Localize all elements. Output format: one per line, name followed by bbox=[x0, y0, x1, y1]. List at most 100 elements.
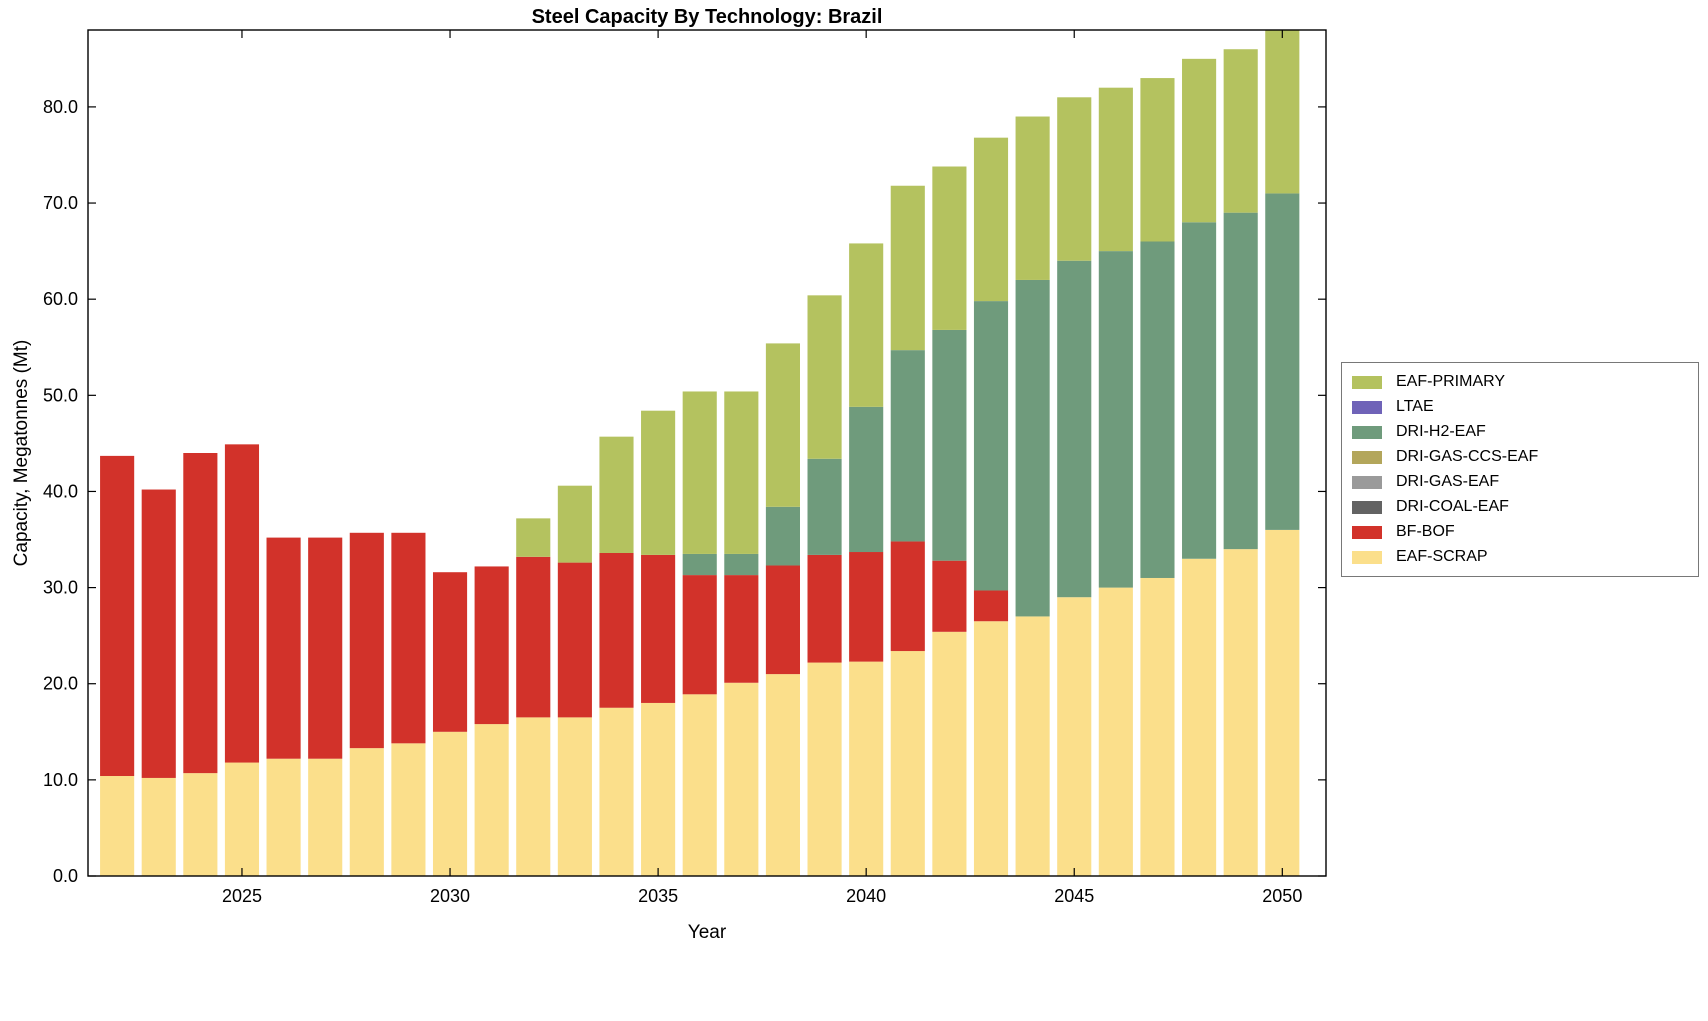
bar-segment bbox=[890, 350, 925, 542]
bar-segment bbox=[682, 391, 717, 554]
bar-segment bbox=[724, 682, 759, 876]
series-eaf-scrap bbox=[100, 529, 1300, 877]
bar-segment bbox=[1182, 558, 1217, 876]
bar-segment bbox=[432, 731, 468, 876]
bar-segment bbox=[266, 537, 301, 759]
bar-segment bbox=[1015, 116, 1050, 280]
bar-segment bbox=[141, 489, 176, 778]
bar-segment bbox=[849, 552, 884, 662]
bar-segment bbox=[516, 717, 551, 877]
bar-segment bbox=[1098, 251, 1133, 588]
bar-segment bbox=[724, 575, 759, 683]
chart-title: Steel Capacity By Technology: Brazil bbox=[531, 6, 883, 28]
y-tick-label: 10.0 bbox=[43, 770, 78, 790]
bar-segment bbox=[765, 343, 800, 507]
bar-segment bbox=[557, 717, 592, 877]
bar-segment bbox=[308, 537, 343, 759]
bar-segment bbox=[765, 565, 800, 675]
bar-segment bbox=[1057, 97, 1092, 261]
bar-segment bbox=[183, 773, 218, 876]
x-tick-label: 2040 bbox=[846, 886, 886, 906]
bar-segment bbox=[932, 631, 967, 876]
legend-color-patch bbox=[1352, 425, 1382, 439]
bar-segment bbox=[599, 707, 634, 876]
bar-segment bbox=[1223, 49, 1258, 213]
x-tick-label: 2050 bbox=[1262, 886, 1302, 906]
legend-item-label: DRI-COAL-EAF bbox=[1396, 498, 1509, 515]
x-tick-label: 2030 bbox=[430, 886, 470, 906]
bar-segment bbox=[266, 758, 301, 876]
legend-color-patch bbox=[1352, 400, 1382, 414]
bar-segment bbox=[349, 748, 384, 876]
bar-segment bbox=[100, 455, 135, 777]
legend-color-patch bbox=[1352, 450, 1382, 464]
legend-item-eaf-primary: EAF-PRIMARY bbox=[1352, 372, 1688, 392]
bar-segment bbox=[932, 329, 967, 561]
series-bf-bof bbox=[100, 444, 1009, 778]
bar-segment bbox=[474, 566, 509, 725]
bar-segment bbox=[557, 562, 592, 718]
bar-segment bbox=[807, 662, 842, 876]
bar-segment bbox=[183, 453, 218, 774]
bar-segment bbox=[1265, 193, 1300, 530]
legend-color-patch bbox=[1352, 500, 1382, 514]
y-tick-label: 30.0 bbox=[43, 578, 78, 598]
legend-item-dri-coal-eaf: DRI-COAL-EAF bbox=[1352, 497, 1688, 517]
bar-segment bbox=[890, 541, 925, 652]
legend-item-label: LTAE bbox=[1396, 398, 1434, 415]
y-tick-label: 40.0 bbox=[43, 481, 78, 501]
bar-segment bbox=[100, 776, 135, 876]
bar-segment bbox=[973, 137, 1009, 302]
bar-segment bbox=[516, 556, 551, 718]
bar-segment bbox=[599, 552, 634, 708]
bar-segment bbox=[807, 295, 842, 459]
legend-color-patch bbox=[1352, 375, 1382, 389]
bar-segment bbox=[516, 518, 551, 557]
axes-box bbox=[87, 29, 1327, 877]
bar-segment bbox=[1265, 529, 1300, 876]
bar-segment bbox=[890, 185, 925, 351]
bar-segment bbox=[765, 674, 800, 876]
legend-item-dri-gas-ccs-eaf: DRI-GAS-CCS-EAF bbox=[1352, 447, 1688, 467]
legend-item-bf-bof: BF-BOF bbox=[1352, 522, 1688, 542]
bar-segment bbox=[1140, 577, 1175, 876]
legend-item-label: EAF-SCRAP bbox=[1396, 548, 1488, 565]
bar-segment bbox=[849, 406, 884, 553]
legend-item-label: DRI-GAS-CCS-EAF bbox=[1396, 448, 1539, 465]
bar-segment bbox=[391, 532, 426, 744]
legend-color-patch bbox=[1352, 475, 1382, 489]
bar-segment bbox=[807, 554, 842, 663]
bar-segment bbox=[1223, 212, 1258, 550]
bar-segment bbox=[765, 506, 800, 566]
bar-segment bbox=[1057, 597, 1092, 876]
bar-segment bbox=[474, 724, 509, 876]
bar-segment bbox=[1057, 260, 1092, 598]
bar-segment bbox=[849, 243, 884, 407]
bar-segment bbox=[557, 485, 592, 563]
y-tick-label: 20.0 bbox=[43, 674, 78, 694]
legend-item-label: DRI-H2-EAF bbox=[1396, 423, 1486, 440]
legend-item-label: DRI-GAS-EAF bbox=[1396, 473, 1500, 490]
bar-segment bbox=[1098, 587, 1133, 876]
bar-segment bbox=[1223, 549, 1258, 876]
legend-box: EAF-PRIMARY LTAE DRI-H2-EAF DRI-GAS-CCS-EAF… bbox=[1341, 362, 1699, 577]
bar-segment bbox=[932, 560, 967, 632]
bar-segment bbox=[682, 553, 717, 576]
bar-segment bbox=[1098, 87, 1133, 252]
legend-item-ltae: LTAE bbox=[1352, 397, 1688, 417]
x-tick-label: 2035 bbox=[638, 886, 678, 906]
bar-segment bbox=[932, 166, 967, 330]
bar-segment bbox=[641, 410, 676, 555]
bar-segment bbox=[849, 661, 884, 876]
bar-segment bbox=[432, 572, 468, 732]
bar-segment bbox=[1140, 241, 1175, 578]
bar-segment bbox=[1015, 279, 1050, 617]
x-tick-label: 2025 bbox=[222, 886, 262, 906]
bars-group bbox=[100, 30, 1300, 877]
series-dri-h2-eaf bbox=[682, 193, 1300, 617]
bar-segment bbox=[724, 391, 759, 554]
legend-item-eaf-scrap: EAF-SCRAP bbox=[1352, 547, 1688, 567]
bar-segment bbox=[973, 621, 1009, 876]
